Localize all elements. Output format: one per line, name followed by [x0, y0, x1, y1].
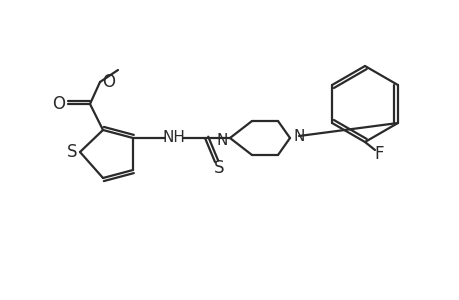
Text: O: O	[52, 95, 65, 113]
Text: NH: NH	[162, 130, 185, 145]
Text: F: F	[374, 145, 383, 163]
Text: O: O	[102, 73, 115, 91]
Text: N: N	[293, 128, 304, 143]
Text: S: S	[67, 143, 77, 161]
Text: N: N	[216, 133, 227, 148]
Text: S: S	[213, 159, 224, 177]
